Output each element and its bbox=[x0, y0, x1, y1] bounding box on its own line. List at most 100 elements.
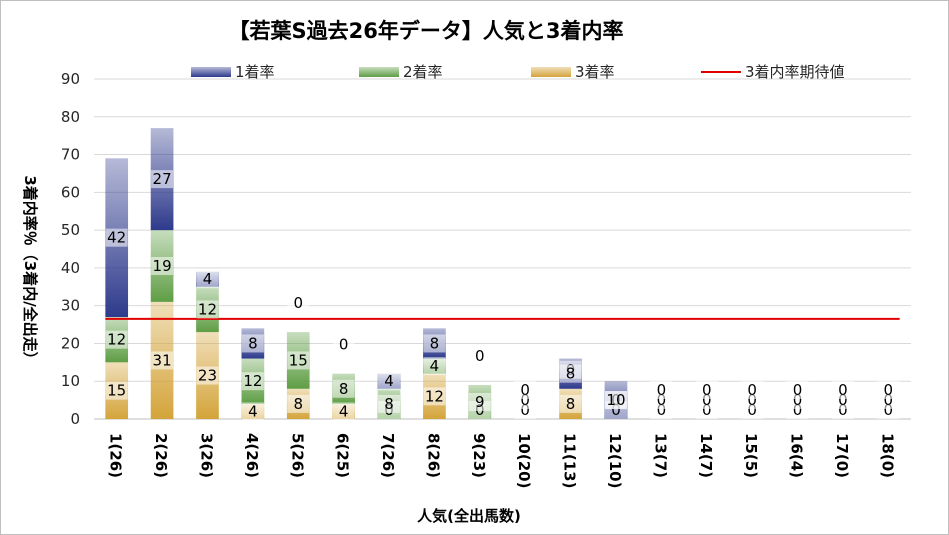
data-label: 0 bbox=[520, 391, 530, 409]
data-label: 0 bbox=[657, 401, 667, 419]
data-label: 8 bbox=[566, 395, 576, 413]
data-label-bg bbox=[196, 366, 219, 385]
x-tick-label: 6(25) bbox=[334, 433, 352, 478]
data-label: 0 bbox=[475, 347, 485, 365]
data-label-bg bbox=[741, 381, 764, 399]
data-label-bg bbox=[468, 393, 491, 411]
data-label: 4 bbox=[430, 357, 440, 375]
data-label: 8 bbox=[293, 395, 303, 413]
data-label-bg bbox=[241, 334, 264, 353]
data-label: 8 bbox=[430, 334, 440, 352]
data-label-bg bbox=[151, 170, 174, 189]
data-label: 0 bbox=[339, 336, 349, 354]
grid bbox=[94, 78, 911, 420]
data-label-bg bbox=[241, 372, 264, 391]
data-label-bg bbox=[559, 364, 582, 383]
y-tick-label: 90 bbox=[61, 70, 80, 88]
data-label: 0 bbox=[838, 381, 848, 399]
data-label: 0 bbox=[793, 391, 803, 409]
x-tick-label: 18(0) bbox=[878, 433, 896, 478]
x-tick-label: 4(26) bbox=[243, 433, 261, 478]
x-tick-label: 14(7) bbox=[697, 433, 715, 478]
data-label-bg bbox=[559, 394, 582, 413]
data-label-bg bbox=[378, 372, 401, 391]
x-tick-label: 16(4) bbox=[788, 433, 806, 478]
data-label: 12 bbox=[243, 372, 262, 390]
x-tick-label: 13(7) bbox=[651, 433, 669, 478]
data-label-bg bbox=[332, 402, 355, 421]
data-label: 10 bbox=[606, 391, 625, 409]
legend-label: 2着率 bbox=[403, 63, 443, 81]
data-label: 23 bbox=[198, 367, 217, 385]
bars bbox=[105, 128, 628, 419]
x-tick-label: 10(20) bbox=[515, 433, 533, 488]
x-axis-label: 人気(全出馬数) bbox=[417, 507, 521, 525]
data-label: 0 bbox=[702, 381, 712, 399]
data-label: 0 bbox=[657, 381, 667, 399]
data-label: 0 bbox=[747, 391, 757, 409]
legend-swatch bbox=[531, 67, 571, 77]
data-label: 8 bbox=[384, 395, 394, 413]
data-label: 8 bbox=[566, 365, 576, 383]
x-tick-label: 2(26) bbox=[152, 433, 170, 478]
data-label: 15 bbox=[289, 351, 308, 369]
x-axis-ticks: 1(26) 2(26) 3(26) 4(26) 5(26) 6(25) 7(26) 8(26)… bbox=[107, 433, 897, 488]
data-label: 15 bbox=[107, 382, 126, 400]
data-label-bg bbox=[287, 294, 310, 313]
legend-swatch bbox=[191, 67, 231, 77]
x-tick-label: 12(10) bbox=[606, 433, 624, 488]
data-label: 0 bbox=[520, 381, 530, 399]
data-label-bg bbox=[196, 270, 219, 289]
data-label: 12 bbox=[107, 331, 126, 349]
data-label: 4 bbox=[248, 402, 258, 420]
chart-title: 【若葉S過去26年データ】人気と3着内率 bbox=[229, 19, 624, 43]
data-label: 8 bbox=[248, 334, 258, 352]
data-label: 0 bbox=[747, 401, 757, 419]
data-label-bg bbox=[650, 381, 673, 399]
y-tick-label: 10 bbox=[61, 372, 80, 390]
data-labels: 1512423119272312441288150480084124809000… bbox=[105, 170, 900, 421]
data-label-bg bbox=[877, 381, 900, 399]
x-tick-label: 9(23) bbox=[470, 433, 488, 478]
data-label-bg bbox=[105, 228, 128, 247]
data-label: 0 bbox=[657, 391, 667, 409]
data-label-bg bbox=[287, 351, 310, 370]
data-label: 0 bbox=[793, 401, 803, 419]
data-label: 0 bbox=[611, 401, 621, 419]
data-label: 0 bbox=[747, 381, 757, 399]
data-label: 42 bbox=[107, 229, 126, 247]
data-label: 4 bbox=[384, 372, 394, 390]
data-label: 0 bbox=[793, 381, 803, 399]
legend-label: 1着率 bbox=[235, 63, 275, 81]
data-label-bg bbox=[468, 347, 491, 365]
data-label-bg bbox=[287, 394, 310, 413]
x-tick-label: 1(26) bbox=[107, 433, 125, 478]
data-label: 0 bbox=[702, 401, 712, 419]
data-label: 12 bbox=[425, 387, 444, 405]
data-label: 0 bbox=[884, 381, 894, 399]
x-tick-label: 8(26) bbox=[424, 433, 442, 478]
data-label: 0 bbox=[520, 401, 530, 419]
data-label-bg bbox=[332, 379, 355, 398]
x-tick-label: 11(13) bbox=[561, 433, 579, 488]
y-tick-label: 20 bbox=[61, 334, 80, 352]
data-label: 0 bbox=[293, 294, 303, 312]
x-tick-label: 7(26) bbox=[379, 433, 397, 478]
data-label-bg bbox=[196, 300, 219, 319]
data-label-bg bbox=[105, 330, 128, 349]
data-label-bg bbox=[151, 351, 174, 370]
legend-label: 3着率 bbox=[575, 63, 615, 81]
data-label-bg bbox=[378, 394, 401, 413]
data-label-bg bbox=[105, 381, 128, 400]
data-label: 0 bbox=[838, 401, 848, 419]
x-tick-label: 15(5) bbox=[742, 433, 760, 478]
legend: 1着率 2着率 3着率 3着内率期待値 bbox=[191, 63, 845, 81]
y-tick-label: 60 bbox=[61, 183, 80, 201]
data-label: 19 bbox=[153, 257, 172, 275]
data-label-bg bbox=[332, 335, 355, 354]
data-label-bg bbox=[604, 391, 627, 410]
y-tick-label: 50 bbox=[61, 221, 80, 239]
x-tick-label: 5(26) bbox=[288, 433, 306, 478]
